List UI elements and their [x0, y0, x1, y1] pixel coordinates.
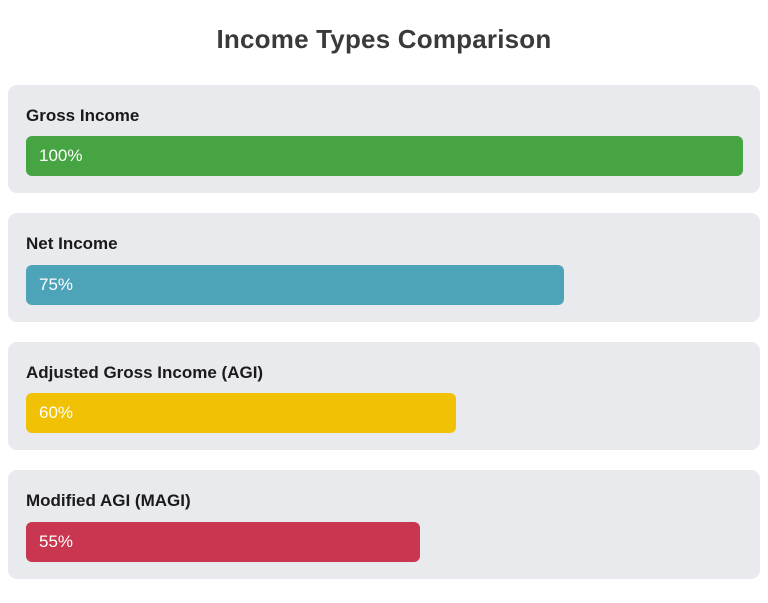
income-label: Gross Income	[26, 106, 140, 125]
income-label: Adjusted Gross Income (AGI)	[26, 362, 264, 382]
income-bar-value: 60%	[39, 403, 74, 423]
income-card-modified-agi: Modified AGI (MAGI) 55%	[8, 470, 760, 579]
income-cards-list: Gross Income 100% Net Income 75% Adjuste…	[0, 85, 768, 579]
income-bar: 100%	[26, 136, 743, 177]
income-bar-value: 100%	[39, 146, 83, 166]
income-card-net-income: Net Income 75%	[8, 213, 760, 322]
income-bar: 60%	[26, 393, 457, 434]
income-label: Modified AGI (MAGI)	[26, 491, 191, 511]
income-card-adjusted-gross-income: Adjusted Gross Income (AGI) 60%	[8, 341, 760, 451]
income-label: Net Income	[26, 234, 118, 254]
income-bar-value: 55%	[39, 531, 74, 551]
income-card-gross-income: Gross Income 100%	[8, 85, 760, 194]
page-title: Income Types Comparison	[216, 24, 552, 54]
income-bar: 75%	[26, 264, 564, 305]
income-bar: 55%	[26, 521, 421, 562]
income-bar-value: 75%	[39, 274, 74, 294]
